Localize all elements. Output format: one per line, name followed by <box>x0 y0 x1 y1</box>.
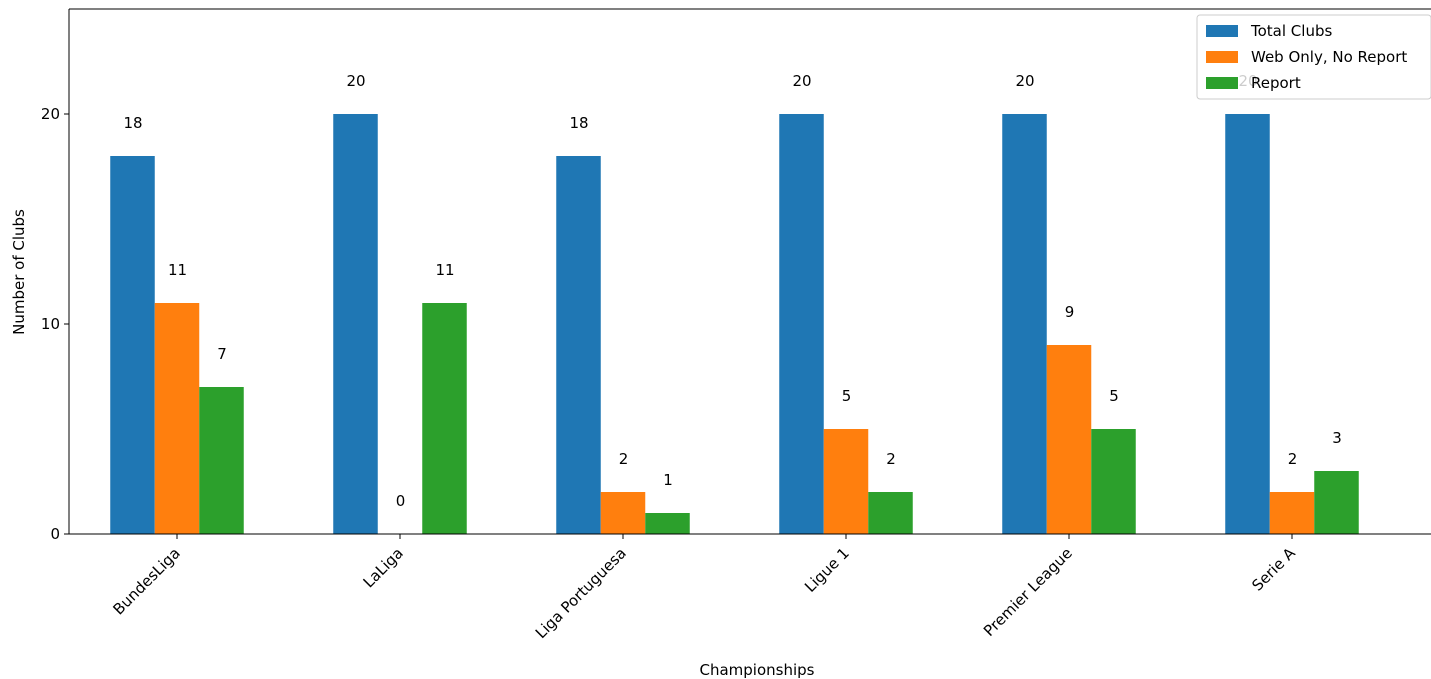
y-axis-label: Number of Clubs <box>10 209 28 335</box>
legend-label: Total Clubs <box>1250 22 1332 40</box>
bar <box>556 156 601 534</box>
data-label: 18 <box>569 114 588 132</box>
data-label: 11 <box>168 261 187 279</box>
data-label: 0 <box>396 492 406 510</box>
data-label: 18 <box>123 114 142 132</box>
x-tick-label: BundesLiga <box>110 544 184 618</box>
x-axis-label: Championships <box>700 661 815 679</box>
data-label: 5 <box>842 387 852 405</box>
bar <box>779 114 824 534</box>
data-label: 5 <box>1109 387 1119 405</box>
x-tick-label: Serie A <box>1248 544 1299 595</box>
data-label: 2 <box>1288 450 1298 468</box>
legend-swatch <box>1206 51 1238 63</box>
bar <box>1091 429 1136 534</box>
data-label: 9 <box>1065 303 1075 321</box>
data-label: 20 <box>346 72 365 90</box>
x-tick-label: Ligue 1 <box>801 544 853 596</box>
data-label: 20 <box>792 72 811 90</box>
bar <box>154 303 200 534</box>
data-label: 1 <box>663 471 673 489</box>
bar <box>422 303 467 534</box>
bar <box>199 387 244 534</box>
legend-swatch <box>1206 77 1238 89</box>
x-tick-label: Liga Portuguesa <box>532 544 630 642</box>
bar <box>1225 114 1270 534</box>
bars-layer <box>110 114 1359 534</box>
bar <box>1269 492 1315 534</box>
data-label: 20 <box>1015 72 1034 90</box>
y-tick-label: 10 <box>41 315 60 333</box>
x-tick-label: LaLiga <box>360 544 407 591</box>
data-label: 2 <box>619 450 629 468</box>
bar <box>868 492 913 534</box>
bar <box>823 429 869 534</box>
legend-label: Web Only, No Report <box>1251 48 1407 66</box>
bar <box>645 513 690 534</box>
bar <box>1314 471 1359 534</box>
bar <box>1002 114 1047 534</box>
bar <box>333 114 378 534</box>
bar <box>1046 345 1092 534</box>
data-label: 11 <box>435 261 454 279</box>
legend-box <box>1196 14 1431 100</box>
y-tick-label: 20 <box>41 105 60 123</box>
data-label: 2 <box>886 450 896 468</box>
data-label: 3 <box>1332 429 1342 447</box>
legend-swatch <box>1206 25 1238 37</box>
legend-label: Report <box>1251 74 1301 92</box>
y-tick-label: 0 <box>50 525 60 543</box>
x-tick-label: Premier League <box>980 544 1076 640</box>
bar <box>110 156 155 534</box>
bar <box>600 492 646 534</box>
data-label: 7 <box>217 345 227 363</box>
legend: Total Clubs Web Only, No Report Report <box>1196 14 1431 100</box>
